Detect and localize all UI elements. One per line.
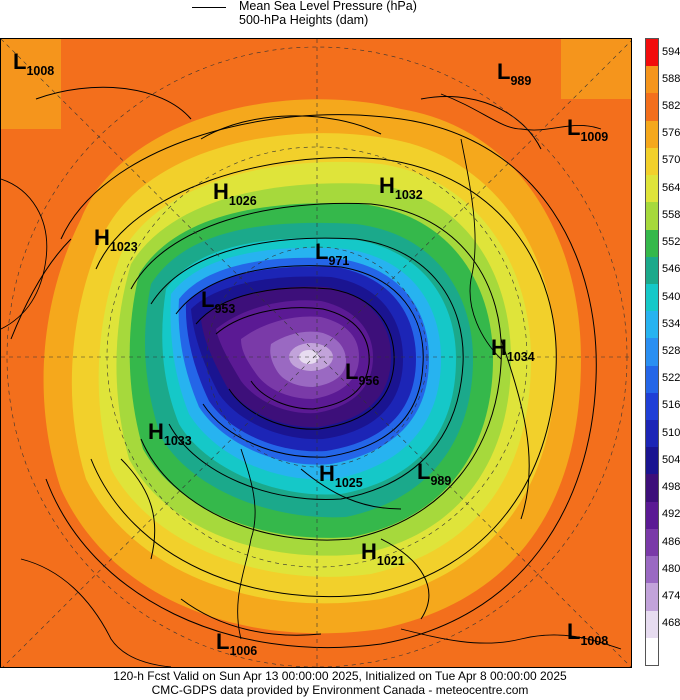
pressure-center-low: L1008 xyxy=(567,619,609,648)
colorbar-swatch xyxy=(646,256,658,285)
height-colorbar xyxy=(645,38,659,666)
data-credit-text: CMC-GDPS data provided by Environment Ca… xyxy=(151,683,529,697)
colorbar-swatch xyxy=(646,556,658,584)
colorbar-tick-label: 546 xyxy=(662,263,680,276)
colorbar-swatch xyxy=(646,93,658,122)
colorbar-tick-label: 528 xyxy=(662,345,680,357)
pressure-center-low: L956 xyxy=(345,359,380,388)
colorbar-swatch xyxy=(646,420,658,448)
colorbar-swatch xyxy=(646,175,658,203)
colorbar-tick-label: 558 xyxy=(662,208,680,221)
forecast-valid-text: 120-h Fcst Valid on Sun Apr 13 00:00:00 … xyxy=(113,669,567,683)
colorbar-tick-label: 552 xyxy=(662,236,680,249)
colorbar-tick-label: 594 xyxy=(662,45,680,58)
pressure-center-high: H1023 xyxy=(94,225,138,254)
colorbar-tick-label: 588 xyxy=(662,72,680,85)
colorbar-swatch xyxy=(646,120,658,149)
legend-heights-label: 500-hPa Heights (dam) xyxy=(239,13,369,27)
forecast-map: L1008 L989 L1009 H1026 H1032 H1023 L971 … xyxy=(0,38,632,668)
corner-field xyxy=(1,39,61,129)
colorbar-tick-label: 480 xyxy=(662,562,680,575)
colorbar-swatch xyxy=(646,501,658,530)
map-graphic xyxy=(1,39,631,667)
colorbar-tick-label: 576 xyxy=(662,127,680,140)
colorbar-swatch xyxy=(646,283,658,312)
colorbar-swatch xyxy=(646,583,658,612)
colorbar-tick-label: 468 xyxy=(662,617,680,630)
colorbar-swatch xyxy=(646,637,658,666)
pressure-center-high: H1026 xyxy=(213,179,257,208)
legend-mslp-label: Mean Sea Level Pressure (hPa) xyxy=(239,0,417,13)
pressure-center-high: H1034 xyxy=(491,335,535,364)
map-footer: 120-h Fcst Valid on Sun Apr 13 00:00:00 … xyxy=(0,669,680,697)
graticule xyxy=(1,39,631,667)
colorbar-swatch xyxy=(646,338,658,367)
pressure-center-high: H1032 xyxy=(379,173,423,202)
colorbar-tick-label: 474 xyxy=(662,589,680,602)
colorbar-tick-label: 516 xyxy=(662,399,680,412)
colorbar-swatch xyxy=(646,66,658,94)
contour-line-sample xyxy=(192,7,226,8)
isobar-lines xyxy=(10,86,597,648)
colorbar-swatch xyxy=(646,365,658,394)
colorbar-tick-label: 510 xyxy=(662,426,680,439)
colorbar-tick-label: 564 xyxy=(662,181,680,194)
pressure-center-low: L989 xyxy=(417,459,452,488)
colorbar-tick-label: 492 xyxy=(662,508,680,521)
coastlines xyxy=(1,93,622,667)
pressure-center-high: H1021 xyxy=(361,539,405,568)
colorbar-swatch xyxy=(646,528,658,557)
colorbar-swatch xyxy=(646,447,658,475)
colorbar-swatch xyxy=(646,392,658,421)
pressure-center-high: H1033 xyxy=(148,419,192,448)
colorbar-tick-label: 540 xyxy=(662,290,680,303)
pressure-center-low: L1008 xyxy=(13,49,55,78)
pressure-center-high: H1025 xyxy=(319,461,363,490)
pressure-center-low: L971 xyxy=(315,239,350,268)
colorbar-swatch xyxy=(646,474,658,503)
colorbar-swatch xyxy=(646,39,658,67)
colorbar-tick-label: 522 xyxy=(662,372,680,385)
map-legend: Mean Sea Level Pressure (hPa) 500-hPa He… xyxy=(0,0,680,38)
colorbar-tick-label: 486 xyxy=(662,535,680,548)
pressure-center-low: L989 xyxy=(497,59,532,88)
colorbar-swatch xyxy=(646,311,658,339)
colorbar-swatch xyxy=(646,202,658,230)
colorbar-swatch xyxy=(646,610,658,639)
colorbar-tick-label: 504 xyxy=(662,453,680,466)
colorbar-tick-label: 534 xyxy=(662,317,680,330)
colorbar-tick-label: 582 xyxy=(662,100,680,113)
pressure-center-low: L1009 xyxy=(567,115,609,144)
colorbar-swatch xyxy=(646,229,658,258)
colorbar-tick-label: 498 xyxy=(662,481,680,494)
corner-field-ne xyxy=(561,39,631,99)
colorbar-swatch xyxy=(646,147,658,176)
pressure-center-low: L1006 xyxy=(216,629,258,658)
pressure-center-low: L953 xyxy=(201,287,236,316)
colorbar-tick-label: 570 xyxy=(662,154,680,167)
